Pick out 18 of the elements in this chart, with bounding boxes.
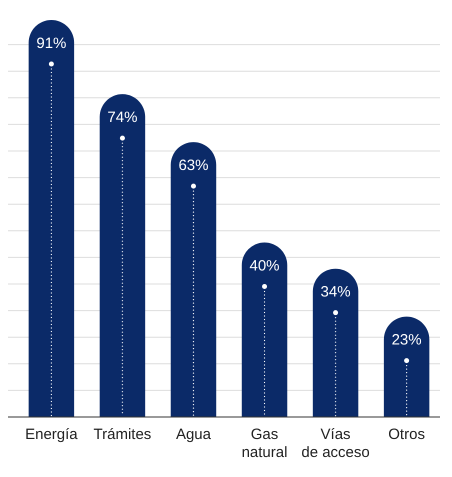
- bar: [312, 268, 358, 417]
- bar: [242, 242, 288, 417]
- x-tick-label: Otros: [388, 426, 425, 443]
- data-label: 34%: [320, 284, 351, 301]
- x-tick-label: Gas natural: [242, 426, 288, 461]
- data-label: 40%: [250, 257, 280, 274]
- x-tick-label: Vías de acceso: [301, 426, 370, 461]
- data-label: 63%: [178, 157, 208, 174]
- x-tick-label: Trámites: [94, 426, 152, 443]
- bar: [384, 316, 430, 417]
- x-tick-label: Energía: [25, 426, 78, 443]
- x-tick-label: Agua: [176, 426, 212, 443]
- data-label: 74%: [107, 109, 138, 126]
- bar: [100, 94, 146, 417]
- bar: [28, 20, 74, 417]
- bar: [170, 142, 216, 417]
- data-label: 91%: [36, 35, 66, 52]
- data-label: 23%: [392, 332, 422, 349]
